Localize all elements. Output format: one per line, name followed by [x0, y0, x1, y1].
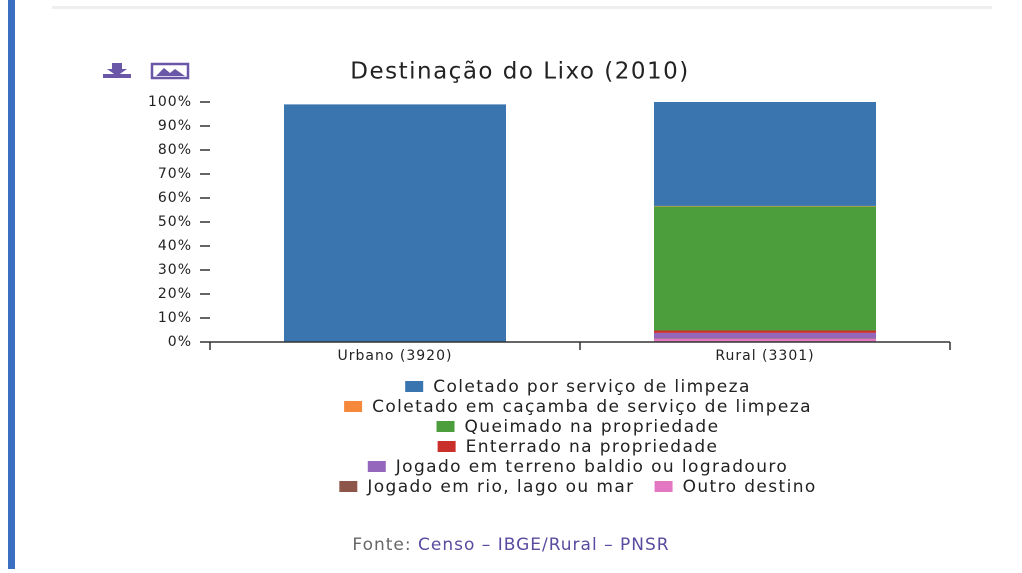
legend-swatch [339, 481, 357, 492]
bar-segment [654, 102, 876, 206]
bar-segment [284, 104, 506, 342]
legend-label: Queimado na propriedade [465, 417, 720, 437]
y-tick-label: 70% [158, 166, 192, 182]
legend-label: Jogado em terreno baldio ou logradouro [395, 457, 788, 477]
y-tick-label: 80% [158, 142, 192, 158]
legend-swatch [405, 381, 423, 392]
legend-swatch [438, 441, 456, 452]
source: Fonte: Censo – IBGE/Rural – PNSR [352, 535, 669, 555]
y-tick-label: 40% [158, 238, 192, 254]
legend-label: Enterrado na propriedade [466, 437, 719, 457]
legend-swatch [655, 481, 673, 492]
legend-swatch [368, 461, 386, 472]
y-tick-label: 60% [158, 190, 192, 206]
y-tick-label: 30% [158, 262, 192, 278]
y-tick-label: 20% [158, 286, 192, 302]
y-tick-label: 90% [158, 118, 192, 134]
legend-swatch [344, 401, 362, 412]
source-text: Censo – IBGE/Rural – PNSR [418, 535, 670, 555]
bar-segment [654, 206, 876, 330]
legend-label: Coletado em caçamba de serviço de limpez… [372, 397, 812, 417]
y-tick-label: 10% [158, 310, 192, 326]
x-tick-label: Urbano (3920) [338, 348, 453, 364]
y-tick-label: 0% [168, 334, 192, 350]
source-label: Fonte: [352, 535, 411, 555]
y-tick-label: 100% [148, 94, 192, 110]
legend-swatch [437, 421, 455, 432]
x-tick-label: Rural (3301) [715, 348, 814, 364]
top-rule [52, 6, 992, 9]
legend-label: Jogado em rio, lago ou mar [366, 477, 634, 497]
download-icon[interactable] [103, 63, 131, 78]
bar-segment [654, 333, 876, 339]
legend-label: Outro destino [683, 477, 817, 497]
legend-label: Coletado por serviço de limpeza [433, 377, 751, 397]
chart-title: Destinação do Lixo (2010) [350, 59, 690, 85]
bar-segment [654, 330, 876, 332]
image-icon[interactable] [152, 64, 188, 78]
side-bar [8, 0, 15, 569]
y-tick-label: 50% [158, 214, 192, 230]
